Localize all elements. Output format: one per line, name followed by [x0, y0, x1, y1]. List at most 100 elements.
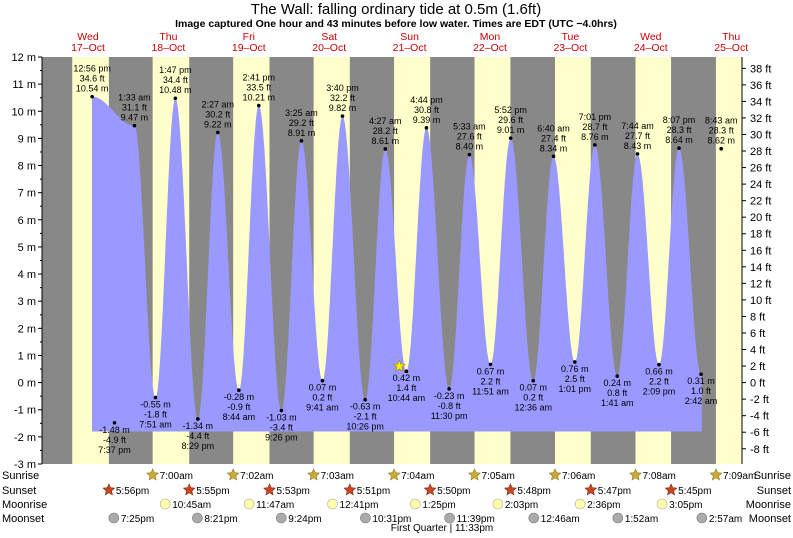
extreme-time: 8:44 am [223, 412, 256, 422]
sunrise-time: 7:09am [723, 471, 756, 482]
extreme-feet: -0.9 ft [227, 402, 251, 412]
extreme-metres: 9.01 m [497, 125, 525, 135]
extreme-time: 12:56 pm [73, 64, 111, 74]
sunset-time: 5:47pm [598, 486, 631, 497]
left-tick-label: 10 m [12, 106, 36, 118]
day-of-week: Fri [243, 31, 255, 43]
day-date: 25–Oct [714, 42, 748, 54]
extreme-point [719, 146, 724, 151]
left-tick-label: -1 m [14, 405, 36, 417]
extreme-metres: -0.55 m [140, 400, 171, 410]
right-tick-label: 4 ft [750, 345, 765, 357]
extreme-time: 2:41 pm [243, 73, 276, 83]
right-tick-label: 22 ft [750, 196, 771, 208]
extreme-point [90, 94, 94, 99]
extreme-feet: 2.5 ft [565, 374, 586, 384]
right-axis: -8 ft -6 ft -4 ft -2 ft 0 ft 2 ft 4 ft 6 ft 8 ft… [741, 57, 771, 464]
extreme-feet: 30.8 ft [414, 105, 440, 115]
day-of-week: Sun [400, 31, 419, 43]
extreme-point [299, 139, 304, 143]
extreme-time: 7:01 pm [579, 112, 612, 122]
extreme-feet: -0.8 ft [438, 401, 462, 411]
day-of-week: Thu [159, 31, 177, 43]
extreme-time: 12:36 am [514, 403, 552, 413]
sunrise-time: 7:04am [401, 471, 434, 482]
extreme-metres: 9.39 m [413, 115, 441, 125]
moonset-icon [612, 512, 624, 524]
sunrise-time: 7:02am [240, 471, 273, 482]
day-date: 23–Oct [553, 42, 587, 54]
astronomy-rows: Sunrise Sunrise Sunset Sunset Moonrise Moonri… [2, 468, 791, 534]
current-tide-marker [392, 359, 406, 372]
extreme-metres: 8.34 m [540, 143, 568, 153]
extreme-metres: 9.47 m [121, 113, 149, 123]
sunset-time: 5:48pm [517, 486, 550, 497]
right-tick-label: -4 ft [750, 411, 769, 423]
extreme-time: 2:42 am [685, 396, 718, 406]
extreme-point [363, 397, 367, 402]
extreme-metres: 8.62 m [707, 136, 735, 146]
left-tick-label: 0 m [18, 378, 36, 390]
sunrise-icon [146, 468, 160, 481]
right-tick-label: 28 ft [750, 146, 771, 158]
sunrise-icon [387, 468, 401, 481]
extreme-time: 2:27 am [202, 99, 235, 109]
left-tick-label: 5 m [18, 242, 36, 254]
moonset-icon [528, 512, 540, 524]
extreme-time: 1:47 pm [159, 65, 192, 75]
extreme-feet: 34.6 ft [80, 74, 106, 84]
sunset-time: 5:53pm [277, 486, 310, 497]
left-tick-label: 6 m [18, 215, 36, 227]
extreme-point [404, 369, 409, 374]
tide-curve [92, 96, 702, 432]
left-axis: -3 m -2 m -1 m 0 m 1 m 2 m 3 m 4 m 5 m 6 m 7 m 8 m 9… [12, 52, 43, 471]
extreme-point [279, 408, 284, 413]
moonrise-time: 12:41pm [339, 500, 378, 511]
extreme-point [153, 395, 158, 400]
extreme-time: 7:44 am [621, 121, 654, 131]
moonset-time: 9:24pm [288, 514, 321, 525]
sunset-time: 5:55pm [196, 486, 229, 497]
sunrise-icon [548, 468, 562, 481]
left-tick-label: 4 m [18, 269, 36, 281]
extreme-feet: -1.8 ft [144, 410, 168, 420]
extreme-point [551, 154, 556, 159]
right-tick-label: 16 ft [750, 245, 771, 257]
row-label-moonset: Moonset [2, 513, 44, 525]
left-tick-label: 7 m [18, 188, 36, 200]
sunset-icon [664, 483, 678, 496]
extreme-point [237, 388, 241, 392]
extreme-metres: 10.54 m [76, 84, 109, 94]
left-tick-label: 11 m [12, 79, 36, 91]
extreme-point [677, 146, 681, 150]
extreme-time: 10:26 pm [346, 422, 384, 432]
extreme-feet: 31.1 ft [122, 103, 148, 113]
day-date: 19–Oct [232, 42, 266, 54]
extreme-feet: -2.1 ft [354, 412, 378, 422]
extreme-metres: 8.40 m [456, 142, 484, 152]
right-tick-label: -6 ft [750, 427, 769, 439]
extreme-feet: 2.2 ft [649, 377, 670, 387]
extreme-time: 4:44 pm [410, 95, 443, 105]
extreme-label: 0.24 m0.8 ft1:41 am [601, 378, 634, 408]
right-tick-label: -8 ft [750, 444, 769, 456]
sunset-icon [263, 483, 276, 496]
day-date: 24–Oct [634, 42, 668, 54]
moonset-time: 8:21pm [204, 514, 237, 525]
extreme-metres: -0.63 m [350, 402, 381, 412]
right-tick-label: 36 ft [750, 80, 771, 92]
extreme-time: 11:51 am [472, 386, 509, 396]
moonrise-icon [574, 498, 586, 510]
sunrise-time: 7:05am [482, 471, 515, 482]
extreme-feet: 29.6 ft [498, 115, 524, 125]
row-label-right-moonset: Moonset [749, 513, 791, 525]
extreme-feet: -4.4 ft [186, 431, 210, 441]
extreme-point [132, 123, 137, 128]
